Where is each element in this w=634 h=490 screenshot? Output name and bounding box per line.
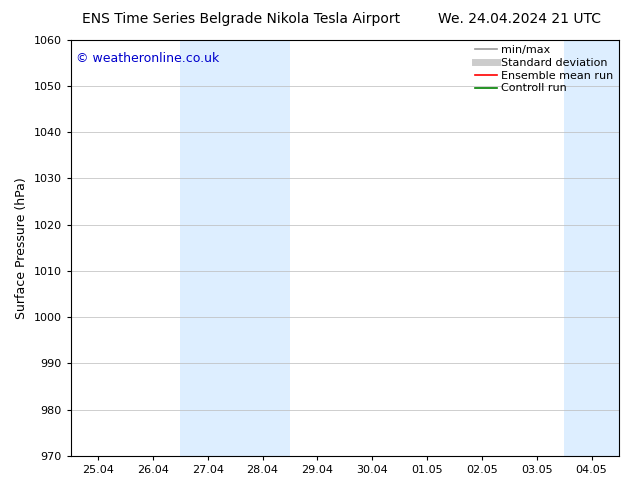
Legend: min/max, Standard deviation, Ensemble mean run, Controll run: min/max, Standard deviation, Ensemble me… — [470, 41, 618, 98]
Text: We. 24.04.2024 21 UTC: We. 24.04.2024 21 UTC — [438, 12, 602, 26]
Bar — [564, 40, 619, 456]
Bar — [235, 40, 290, 456]
Y-axis label: Surface Pressure (hPa): Surface Pressure (hPa) — [15, 177, 28, 318]
Text: © weatheronline.co.uk: © weatheronline.co.uk — [76, 52, 219, 65]
Bar — [180, 40, 235, 456]
Text: ENS Time Series Belgrade Nikola Tesla Airport: ENS Time Series Belgrade Nikola Tesla Ai… — [82, 12, 400, 26]
